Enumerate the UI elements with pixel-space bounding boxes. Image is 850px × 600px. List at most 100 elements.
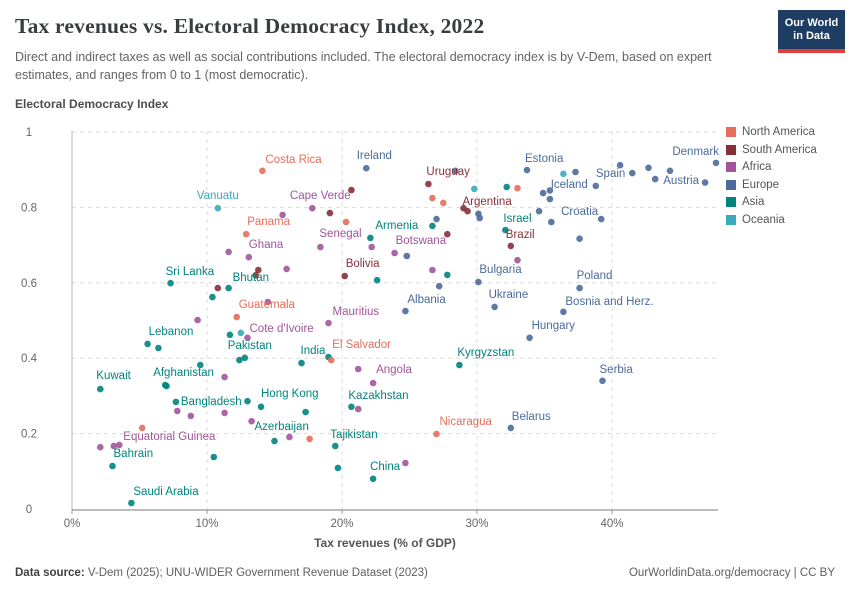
- point-israel[interactable]: [502, 226, 509, 234]
- data-point[interactable]: [429, 194, 436, 202]
- data-point[interactable]: [503, 183, 511, 191]
- data-point[interactable]: [403, 252, 411, 260]
- data-point[interactable]: [560, 170, 567, 178]
- point-saudi-arabia[interactable]: [128, 499, 135, 507]
- point-costa-rica[interactable]: [259, 167, 266, 175]
- data-point[interactable]: [354, 405, 362, 413]
- data-point[interactable]: [616, 161, 624, 169]
- data-point[interactable]: [429, 266, 436, 274]
- point-spain[interactable]: [629, 169, 636, 177]
- point-brazil[interactable]: [507, 242, 515, 250]
- point-nicaragua[interactable]: [433, 430, 440, 438]
- data-point[interactable]: [535, 207, 543, 215]
- data-point[interactable]: [283, 265, 290, 273]
- data-point[interactable]: [373, 276, 381, 284]
- data-point[interactable]: [225, 248, 232, 256]
- data-point[interactable]: [348, 186, 355, 194]
- data-point[interactable]: [576, 235, 583, 242]
- point-mauritius[interactable]: [325, 319, 332, 327]
- point-bosnia-and-herz[interactable]: [560, 308, 567, 316]
- legend-item-north-america[interactable]: North America: [726, 126, 817, 138]
- data-point[interactable]: [471, 185, 478, 193]
- data-point[interactable]: [221, 373, 228, 381]
- point-china[interactable]: [369, 475, 377, 483]
- legend-item-africa[interactable]: Africa: [726, 161, 817, 173]
- legend-item-oceania[interactable]: Oceania: [726, 214, 817, 226]
- point-estonia[interactable]: [523, 166, 531, 174]
- point-el-salvador[interactable]: [327, 356, 335, 364]
- point-ukraine[interactable]: [491, 303, 498, 311]
- point-pakistan[interactable]: [241, 354, 249, 362]
- data-point[interactable]: [237, 329, 245, 337]
- point-hong-kong[interactable]: [257, 403, 265, 411]
- data-point[interactable]: [342, 218, 350, 226]
- data-point[interactable]: [286, 433, 293, 441]
- data-point[interactable]: [302, 408, 309, 416]
- point-iceland[interactable]: [592, 182, 600, 190]
- owid-logo[interactable]: Our World in Data: [778, 10, 845, 53]
- data-point[interactable]: [514, 184, 521, 192]
- point-botswana[interactable]: [391, 249, 398, 257]
- footer-link[interactable]: OurWorldinData.org/democracy | CC BY: [628, 567, 835, 579]
- point-ghana[interactable]: [245, 253, 253, 261]
- point-bahrain[interactable]: [109, 462, 116, 470]
- point-bangladesh[interactable]: [172, 398, 180, 406]
- data-point[interactable]: [214, 284, 222, 292]
- point-belarus[interactable]: [507, 424, 515, 432]
- point-uruguay[interactable]: [425, 180, 432, 188]
- data-point[interactable]: [539, 189, 547, 197]
- point-senegal[interactable]: [317, 243, 324, 251]
- data-point[interactable]: [326, 209, 334, 217]
- point-croatia[interactable]: [597, 215, 605, 223]
- data-point[interactable]: [254, 266, 262, 274]
- data-point[interactable]: [138, 424, 146, 432]
- point-ireland[interactable]: [363, 164, 370, 172]
- point-kazakhstan[interactable]: [348, 403, 355, 411]
- legend-item-europe[interactable]: Europe: [726, 179, 817, 191]
- legend-item-asia[interactable]: Asia: [726, 196, 817, 208]
- data-point[interactable]: [264, 298, 272, 306]
- data-point[interactable]: [306, 435, 313, 443]
- data-point[interactable]: [546, 187, 554, 194]
- point-bulgaria[interactable]: [475, 278, 482, 286]
- data-point[interactable]: [244, 397, 251, 405]
- data-point[interactable]: [444, 271, 451, 279]
- data-point[interactable]: [368, 243, 376, 251]
- point-kyrgyzstan[interactable]: [456, 361, 463, 369]
- point-azerbaijan[interactable]: [271, 437, 278, 445]
- point-guatemala[interactable]: [233, 313, 240, 321]
- data-point[interactable]: [248, 417, 255, 425]
- data-point[interactable]: [572, 168, 579, 176]
- data-point[interactable]: [402, 459, 409, 467]
- point-kuwait[interactable]: [97, 385, 104, 393]
- data-point[interactable]: [666, 167, 674, 175]
- point-vanuatu[interactable]: [214, 204, 222, 212]
- point-cote-d-ivoire[interactable]: [244, 334, 251, 342]
- data-point[interactable]: [194, 316, 201, 324]
- data-point[interactable]: [452, 167, 459, 175]
- data-point[interactable]: [429, 222, 436, 230]
- data-point[interactable]: [435, 282, 443, 290]
- point-poland[interactable]: [576, 284, 583, 292]
- data-point[interactable]: [514, 256, 521, 264]
- point-serbia[interactable]: [599, 377, 606, 385]
- data-point[interactable]: [546, 195, 554, 203]
- data-point[interactable]: [209, 293, 216, 301]
- point-afghanistan[interactable]: [161, 381, 169, 389]
- point-austria[interactable]: [651, 175, 659, 183]
- point-bolivia[interactable]: [341, 272, 349, 280]
- data-point[interactable]: [440, 199, 447, 207]
- point-cape-verde[interactable]: [309, 204, 316, 212]
- point-equatorial-guinea[interactable]: [116, 441, 123, 449]
- point-angola[interactable]: [369, 379, 377, 387]
- data-point[interactable]: [645, 164, 652, 172]
- data-point[interactable]: [433, 215, 440, 223]
- point-hungary[interactable]: [526, 334, 533, 342]
- data-point[interactable]: [226, 331, 234, 339]
- point-denmark[interactable]: [712, 159, 720, 167]
- data-point[interactable]: [354, 365, 362, 373]
- data-point[interactable]: [110, 442, 118, 450]
- point-sri-lanka[interactable]: [167, 279, 174, 287]
- point-india[interactable]: [298, 359, 305, 367]
- point-argentina[interactable]: [460, 204, 467, 212]
